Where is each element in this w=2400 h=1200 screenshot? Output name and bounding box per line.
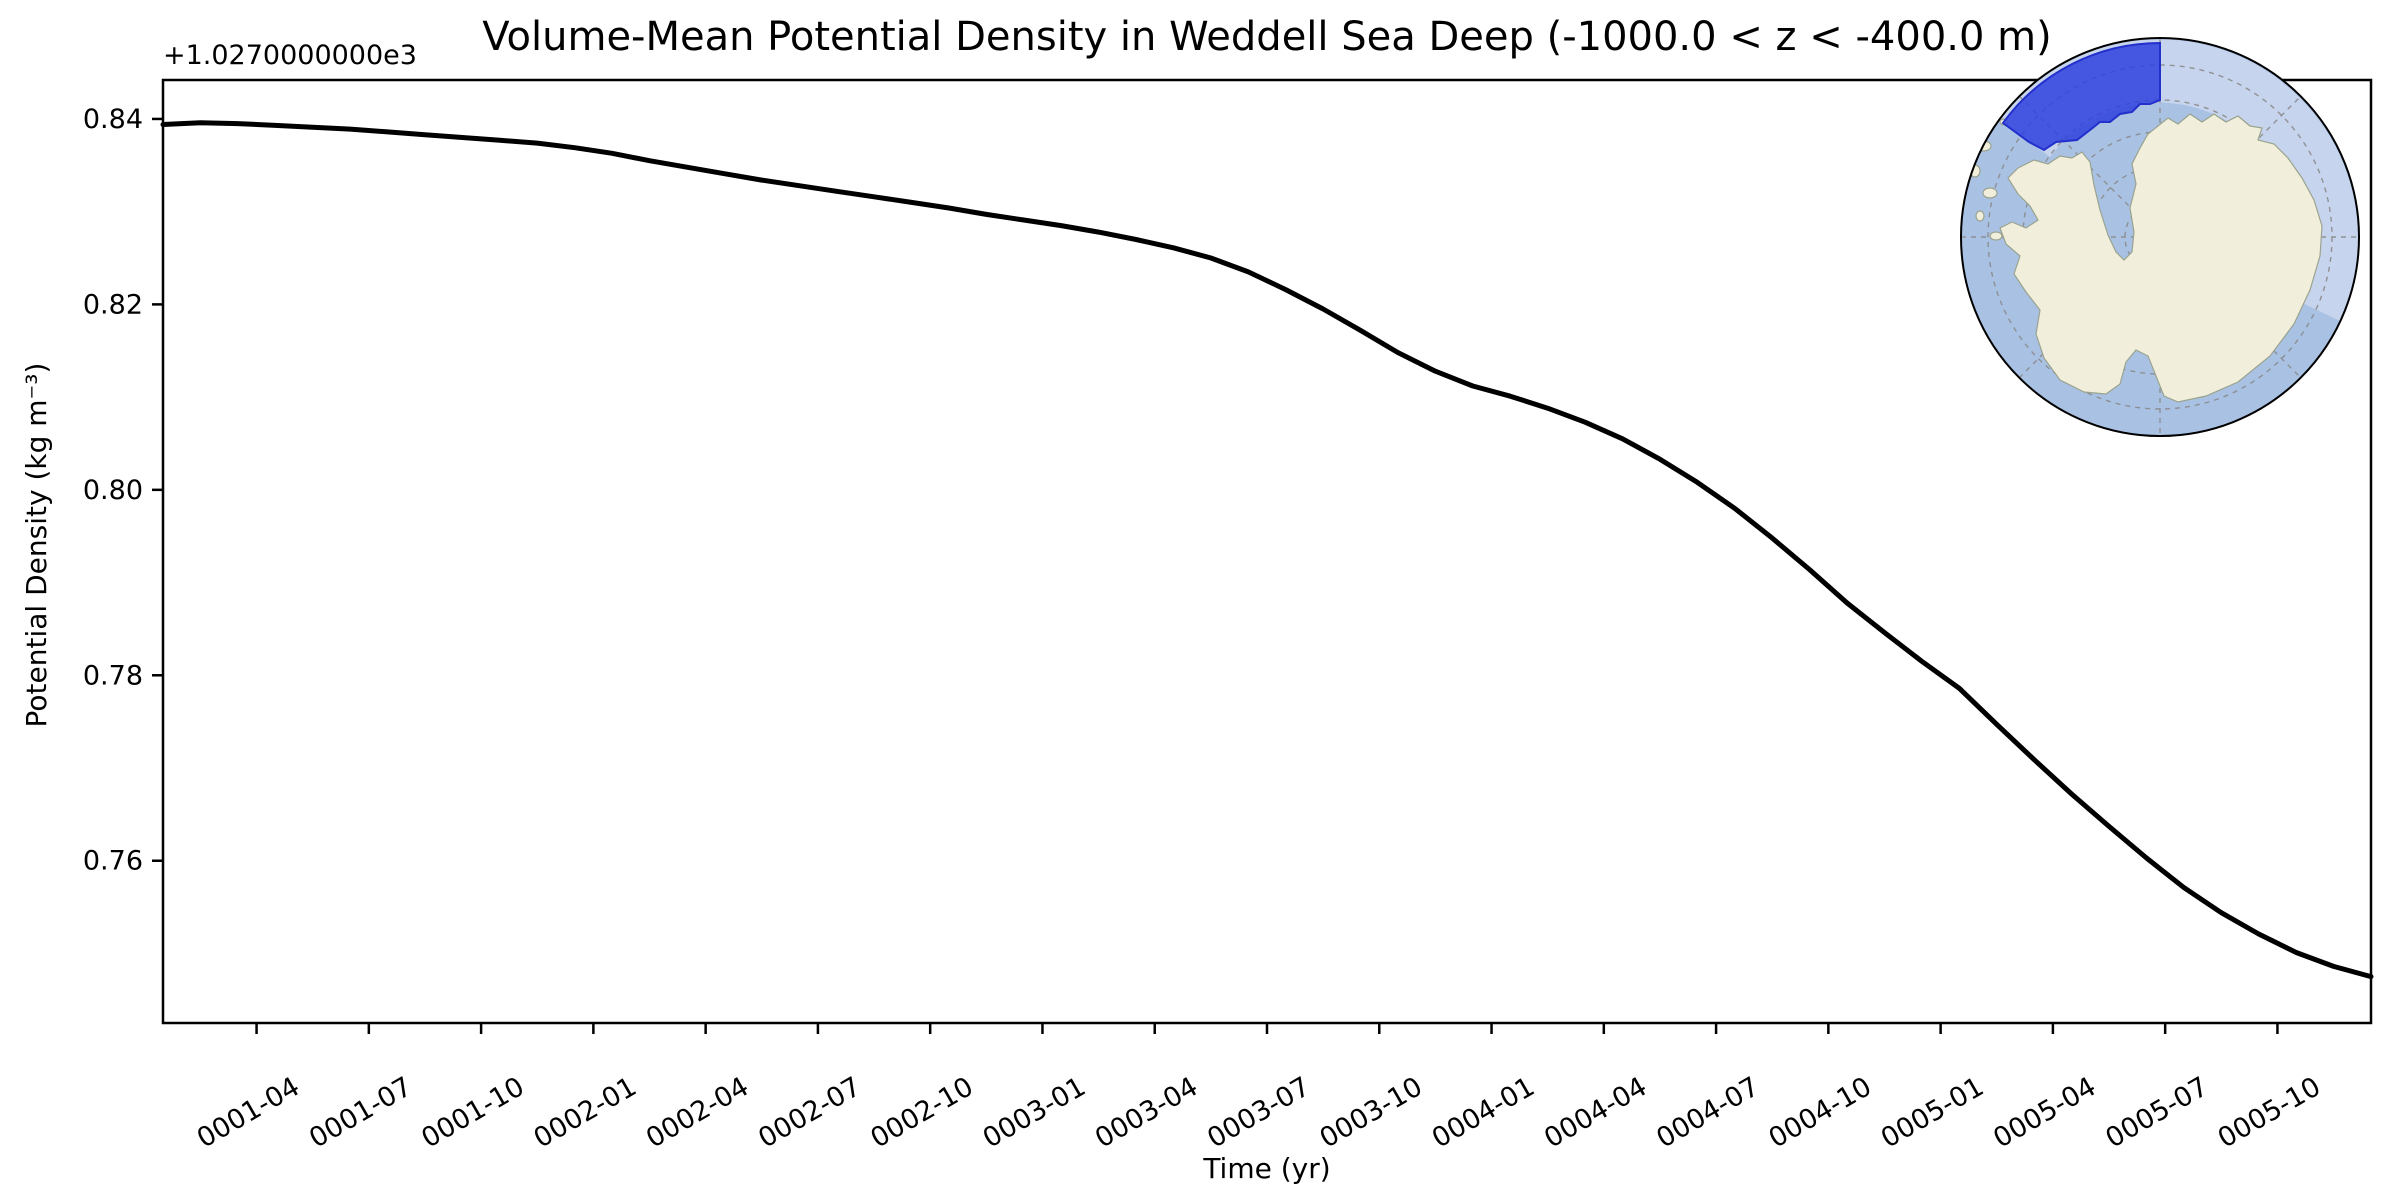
antarctica-inset-map [1960, 37, 2360, 437]
x-axis-ticks: 0001-04 0001-07 0001-10 0002-01 0002-04 0002-… [192, 1023, 2326, 1154]
x-tick-label: 0003-01 [978, 1071, 1091, 1154]
map-antarctica-land [1969, 113, 2323, 403]
x-tick-label: 0005-04 [1988, 1071, 2101, 1154]
x-tick-label: 0002-01 [529, 1071, 642, 1154]
map-border-circle [1960, 37, 2360, 437]
x-tick-label: 0001-07 [304, 1071, 417, 1154]
x-tick-label: 0004-07 [1651, 1071, 1764, 1154]
x-tick-label: 0002-07 [753, 1071, 866, 1154]
y-tick-label: 0.78 [83, 660, 143, 691]
chart-title: Volume-Mean Potential Density in Weddell… [482, 14, 2051, 60]
x-tick-label: 0005-10 [2213, 1071, 2326, 1154]
x-tick-label: 0004-10 [1764, 1071, 1877, 1154]
x-tick-label: 0001-04 [192, 1071, 305, 1154]
x-tick-label: 0001-10 [416, 1071, 529, 1154]
y-axis-offset-label: +1.0270000000e3 [163, 40, 417, 71]
y-tick-label: 0.76 [83, 846, 143, 877]
x-tick-label: 0003-07 [1202, 1071, 1315, 1154]
x-tick-label: 0003-04 [1090, 1071, 1203, 1154]
x-tick-label: 0005-07 [2100, 1071, 2213, 1154]
y-axis-label: Potential Density (kg m⁻³) [20, 363, 53, 728]
x-tick-label: 0002-10 [865, 1071, 978, 1154]
x-tick-label: 0004-04 [1539, 1071, 1652, 1154]
x-tick-label: 0003-10 [1315, 1071, 1428, 1154]
x-tick-label: 0002-04 [641, 1071, 754, 1154]
potential-density-line [160, 120, 2374, 980]
y-axis-ticks: 0.76 0.78 0.80 0.82 0.84 [83, 104, 163, 877]
weddell-region-highlight [2001, 41, 2161, 152]
y-tick-label: 0.80 [83, 475, 143, 506]
y-tick-label: 0.82 [83, 289, 143, 320]
x-tick-label: 0005-01 [1876, 1071, 1989, 1154]
x-axis-label: Time (yr) [1202, 1152, 1330, 1185]
x-tick-label: 0004-01 [1427, 1071, 1540, 1154]
y-tick-label: 0.84 [83, 104, 143, 135]
